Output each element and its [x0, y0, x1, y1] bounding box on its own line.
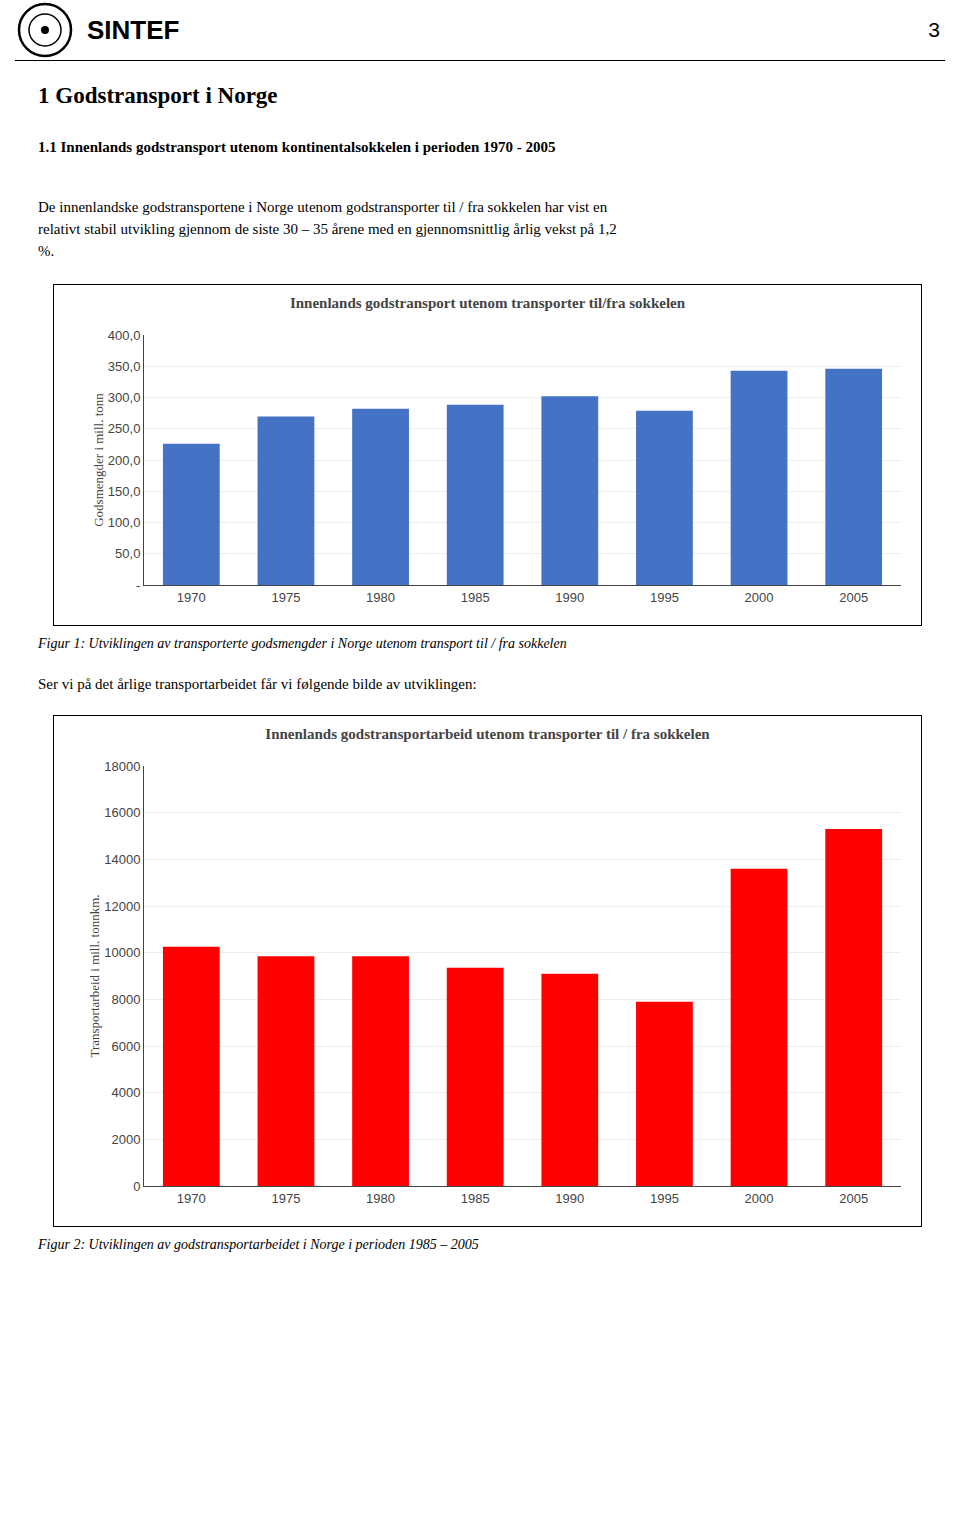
svg-text:14000: 14000 [104, 852, 140, 867]
svg-text:1980: 1980 [366, 1191, 395, 1206]
html-text:SINTEF: SINTEF [87, 14, 180, 45]
html-text:relativt stabil utvikling gjen: relativt stabil utvikling gjennom de sis… [38, 221, 617, 237]
svg-text:1995: 1995 [650, 1191, 679, 1206]
svg-text:1970: 1970 [177, 590, 206, 605]
svg-text:1990: 1990 [555, 1191, 584, 1206]
svg-text:-: - [136, 578, 140, 593]
svg-text:18000: 18000 [104, 759, 140, 774]
svg-text:2005: 2005 [839, 590, 868, 605]
svg-text:1985: 1985 [461, 590, 490, 605]
svg-text:10000: 10000 [104, 945, 140, 960]
svg-text:200,0: 200,0 [108, 453, 141, 468]
svg-text:4000: 4000 [111, 1085, 140, 1100]
svg-text:16000: 16000 [104, 805, 140, 820]
svg-text:Innenlands godstransportarbeid: Innenlands godstransportarbeid utenom tr… [265, 726, 710, 742]
svg-text:300,0: 300,0 [108, 390, 141, 405]
html-text:3: 3 [928, 18, 940, 41]
html-text:1 Godstransport i Norge: 1 Godstransport i Norge [38, 83, 278, 108]
svg-text:250,0: 250,0 [108, 421, 141, 436]
svg-text:12000: 12000 [104, 899, 140, 914]
svg-text:6000: 6000 [111, 1039, 140, 1054]
html-text:1.1 Innenlands godstransport u: 1.1 Innenlands godstransport utenom kont… [38, 139, 556, 155]
svg-text:1985: 1985 [461, 1191, 490, 1206]
svg-text:100,0: 100,0 [108, 515, 141, 530]
svg-text:2005: 2005 [839, 1191, 868, 1206]
svg-text:8000: 8000 [111, 992, 140, 1007]
svg-text:1990: 1990 [555, 590, 584, 605]
svg-text:0: 0 [133, 1179, 140, 1194]
svg-text:50,0: 50,0 [115, 546, 140, 561]
svg-text:400,0: 400,0 [108, 328, 141, 343]
html-text:Figur 1: Utviklingen av transp: Figur 1: Utviklingen av transporterte go… [38, 636, 567, 651]
svg-text:2000: 2000 [745, 1191, 774, 1206]
html-text:De innenlandske godstransporte: De innenlandske godstransportene i Norge… [38, 199, 608, 215]
svg-text:2000: 2000 [111, 1132, 140, 1147]
svg-text:Transportarbeid i mill. tonnkm: Transportarbeid i mill. tonnkm. [87, 894, 102, 1057]
svg-text:350,0: 350,0 [108, 359, 141, 374]
svg-text:1970: 1970 [177, 1191, 206, 1206]
html-text:Figur 2: Utviklingen av godstr: Figur 2: Utviklingen av godstransportarb… [38, 1237, 479, 1252]
html-text:Ser vi på det årlige transport: Ser vi på det årlige transportarbeidet f… [38, 676, 477, 692]
svg-text:150,0: 150,0 [108, 484, 141, 499]
svg-text:Godsmengder i mill. tonn: Godsmengder i mill. tonn [91, 393, 106, 527]
svg-text:1980: 1980 [366, 590, 395, 605]
svg-text:Innenlands godstransport uteno: Innenlands godstransport utenom transpor… [290, 295, 686, 311]
svg-text:1975: 1975 [271, 590, 300, 605]
svg-text:1995: 1995 [650, 590, 679, 605]
svg-text:2000: 2000 [745, 590, 774, 605]
svg-text:1975: 1975 [271, 1191, 300, 1206]
